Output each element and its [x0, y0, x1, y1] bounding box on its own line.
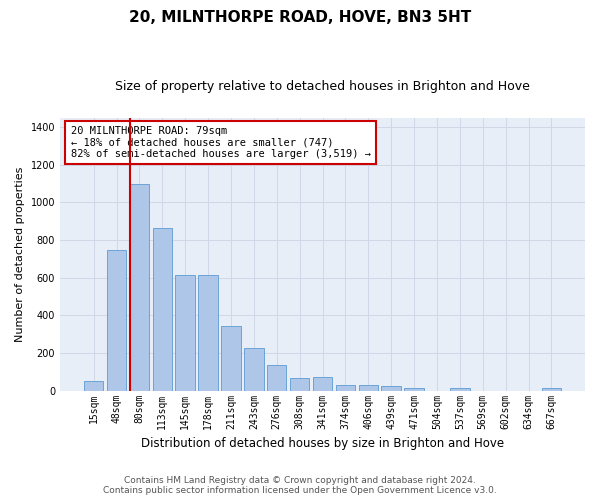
Bar	[313, 378, 332, 390]
Bar	[267, 365, 286, 390]
Text: 20, MILNTHORPE ROAD, HOVE, BN3 5HT: 20, MILNTHORPE ROAD, HOVE, BN3 5HT	[129, 10, 471, 25]
Bar	[152, 228, 172, 390]
Bar	[84, 381, 103, 390]
Bar	[221, 326, 241, 390]
Bar	[382, 386, 401, 390]
Title: Size of property relative to detached houses in Brighton and Hove: Size of property relative to detached ho…	[115, 80, 530, 93]
Bar	[244, 348, 263, 391]
Bar	[335, 385, 355, 390]
Bar	[290, 378, 310, 390]
Bar	[359, 385, 378, 390]
X-axis label: Distribution of detached houses by size in Brighton and Hove: Distribution of detached houses by size …	[141, 437, 504, 450]
Bar	[175, 275, 195, 390]
Text: Contains HM Land Registry data © Crown copyright and database right 2024.
Contai: Contains HM Land Registry data © Crown c…	[103, 476, 497, 495]
Text: 20 MILNTHORPE ROAD: 79sqm
← 18% of detached houses are smaller (747)
82% of semi: 20 MILNTHORPE ROAD: 79sqm ← 18% of detac…	[71, 126, 371, 159]
Bar	[450, 388, 470, 390]
Y-axis label: Number of detached properties: Number of detached properties	[15, 166, 25, 342]
Bar	[542, 388, 561, 390]
Bar	[130, 184, 149, 390]
Bar	[107, 250, 126, 390]
Bar	[199, 275, 218, 390]
Bar	[404, 388, 424, 390]
